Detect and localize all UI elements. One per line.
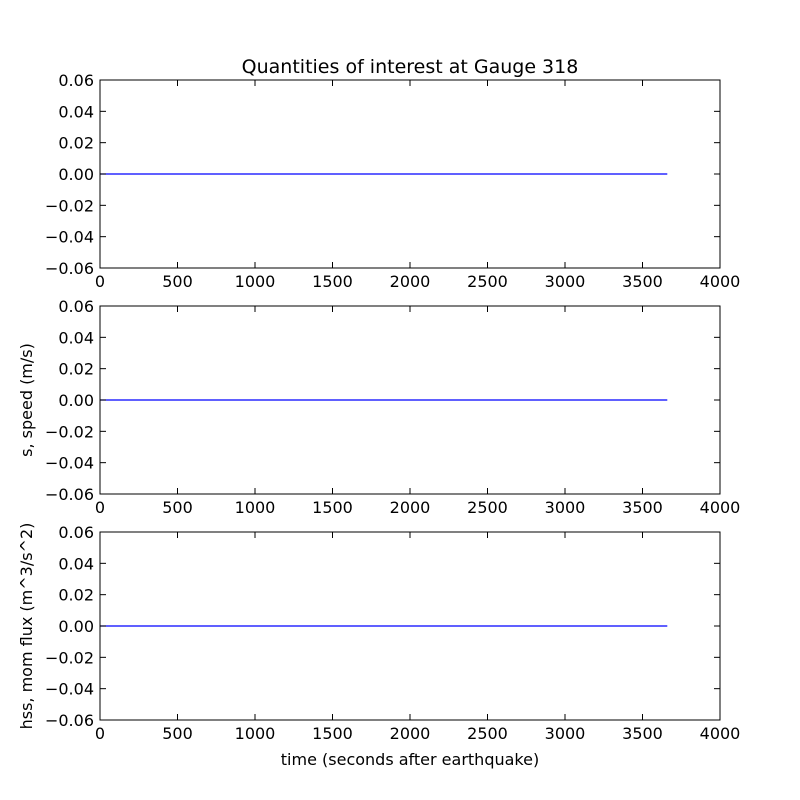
y-tick-label: 0.06: [58, 523, 94, 542]
x-tick-label: 1500: [312, 272, 353, 291]
x-tick-label: 3500: [622, 498, 663, 517]
y-tick-label: 0.02: [58, 360, 94, 379]
y-tick-label: 0.02: [58, 134, 94, 153]
x-tick-label: 500: [162, 272, 193, 291]
y-tick-label: 0.06: [58, 71, 94, 90]
x-tick-label: 3000: [545, 272, 586, 291]
y-tick-label: −0.02: [45, 422, 94, 441]
y-tick-label: −0.04: [45, 228, 94, 247]
x-tick-label: 1500: [312, 498, 353, 517]
x-tick-label: 2500: [467, 498, 508, 517]
y-tick-label: 0.02: [58, 586, 94, 605]
x-tick-label: 1000: [235, 498, 276, 517]
x-tick-label: 0: [95, 724, 105, 743]
x-tick-label: 500: [162, 724, 193, 743]
x-tick-label: 2500: [467, 272, 508, 291]
y-tick-label: 0.00: [58, 617, 94, 636]
y-tick-label: 0.04: [58, 328, 94, 347]
panel-3: 0 500 1000 1500 2000 2500 3000 3500 4000 0.06 0.04…: [17, 523, 740, 769]
y-tick-label: −0.02: [45, 196, 94, 215]
y-tick-label: −0.04: [45, 454, 94, 473]
y-tick-label: 0.04: [58, 554, 94, 573]
x-tick-label: 2000: [390, 272, 431, 291]
panels: 0 500 1000 1500 2000 2500 3000 3500 4000 0.06 0.04…: [17, 71, 740, 769]
x-tick-label: 3500: [622, 272, 663, 291]
panel-3-xlabel: time (seconds after earthquake): [281, 750, 539, 769]
panel-1: 0 500 1000 1500 2000 2500 3000 3500 4000 0.06 0.04…: [45, 71, 740, 291]
panel-2-ylabel: s, speed (m/s): [17, 343, 36, 457]
plot-title: Quantities of interest at Gauge 318: [242, 56, 579, 78]
x-tick-label: 0: [95, 272, 105, 291]
x-tick-label: 4000: [700, 498, 741, 517]
y-tick-label: −0.06: [45, 485, 94, 504]
y-tick-label: −0.06: [45, 259, 94, 278]
x-tick-label: 1000: [235, 724, 276, 743]
x-tick-label: 1000: [235, 272, 276, 291]
x-tick-label: 2500: [467, 724, 508, 743]
x-tick-label: 4000: [700, 272, 741, 291]
y-tick-label: −0.02: [45, 648, 94, 667]
x-tick-label: 2000: [390, 498, 431, 517]
y-tick-label: −0.06: [45, 711, 94, 730]
x-tick-label: 3500: [622, 724, 663, 743]
panel-3-ylabel: hss, mom flux (m^3/s^2): [17, 523, 36, 730]
panel-2: 0 500 1000 1500 2000 2500 3000 3500 4000 0.06 0.04…: [17, 297, 740, 517]
x-tick-label: 2000: [390, 724, 431, 743]
x-tick-label: 3000: [545, 724, 586, 743]
y-tick-label: 0.00: [58, 165, 94, 184]
x-tick-label: 0: [95, 498, 105, 517]
x-tick-label: 1500: [312, 724, 353, 743]
x-tick-label: 4000: [700, 724, 741, 743]
y-tick-label: 0.06: [58, 297, 94, 316]
y-tick-label: 0.00: [58, 391, 94, 410]
x-tick-label: 500: [162, 498, 193, 517]
x-tick-label: 3000: [545, 498, 586, 517]
y-tick-label: −0.04: [45, 680, 94, 699]
y-tick-label: 0.04: [58, 102, 94, 121]
